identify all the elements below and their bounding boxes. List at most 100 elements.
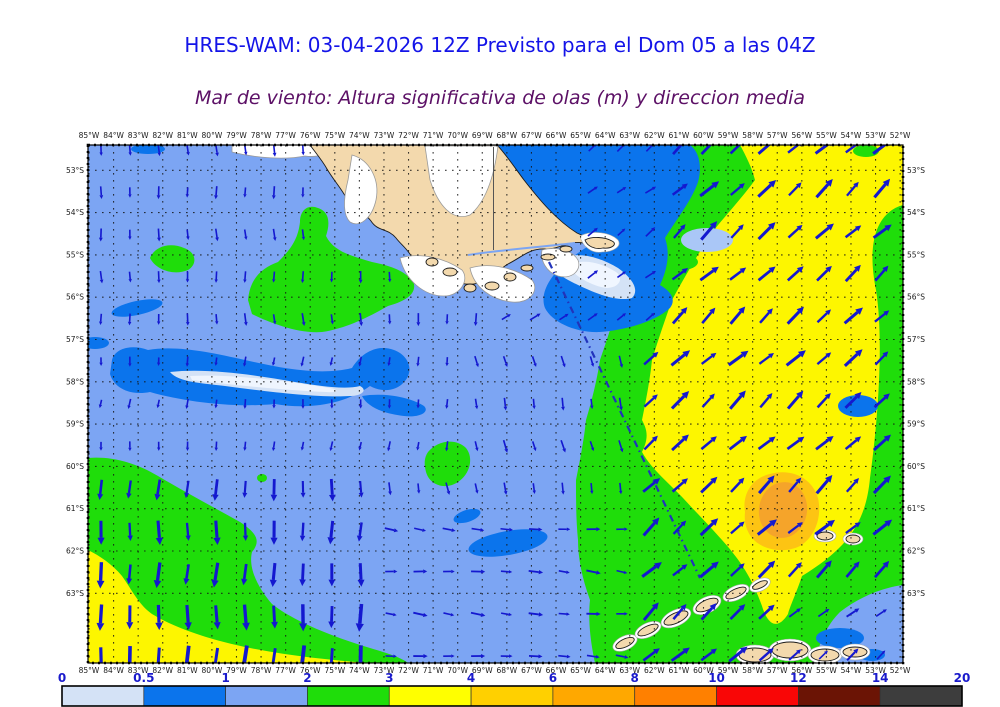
wave-arrow-head: [475, 363, 479, 368]
wave-arrow-head: [243, 405, 247, 409]
wave-arrow-head: [156, 404, 160, 409]
wave-arrow-head: [128, 447, 132, 452]
colorbar-tick-label: 12: [790, 671, 807, 685]
wave-arrow-head: [155, 622, 163, 631]
wave-arrow-shaft: [500, 570, 509, 573]
wave-arrow-head: [561, 406, 565, 411]
wave-arrow-head: [480, 528, 485, 532]
wave-arrow-shaft: [759, 311, 771, 324]
blue-blob: [453, 508, 481, 524]
colorbar-segment: [552, 685, 636, 707]
wave-arrow-shaft: [501, 315, 509, 321]
wave-arrow-shaft: [671, 481, 685, 493]
lon-label-bottom: 75°W: [324, 666, 345, 675]
colorbar-tick-label: 2: [303, 671, 311, 685]
wave-arrow-shaft: [388, 357, 391, 363]
wave-arrow-shaft: [758, 650, 771, 662]
wave-arrow-shaft: [445, 482, 450, 492]
lon-label-bottom: 56°W: [791, 666, 812, 675]
wave-arrow-head: [738, 604, 746, 611]
wave-arrow-shaft: [758, 355, 771, 365]
wave-arrow-head: [590, 447, 595, 452]
wave-arrow-shaft: [156, 604, 161, 623]
wave-arrow-shaft: [786, 269, 800, 282]
lon-label-bottom: 52°W: [890, 666, 911, 675]
lat-label-right: 57°S: [907, 335, 925, 344]
wave-arrow-head: [564, 313, 569, 318]
wave-arrow-head: [681, 267, 689, 274]
estados-lee-core: [568, 261, 621, 288]
lon-label-top: 78°W: [251, 131, 272, 140]
colorbar-tick-label: 14: [872, 671, 889, 685]
wave-arrow-shaft: [757, 145, 771, 155]
wave-arrow-head: [767, 604, 775, 612]
wave-arrow-shaft: [474, 441, 478, 449]
wave-arrow-head: [329, 362, 333, 366]
wave-arrow-shaft: [700, 480, 714, 494]
wave-arrow-shaft: [616, 188, 624, 194]
blue-blob: [88, 337, 109, 349]
wave-arrow-shaft: [155, 562, 162, 581]
wave-arrow-head: [272, 237, 277, 241]
wave-arrow-shaft: [643, 438, 655, 451]
wave-arrow-head: [183, 578, 190, 585]
wave-arrow-shaft: [301, 563, 305, 580]
wave-arrow-head: [884, 519, 893, 527]
wave-arrow-head: [186, 236, 190, 240]
wave-arrow-shaft: [814, 226, 830, 240]
wave-arrow-shaft: [532, 483, 536, 491]
wave-arrow-head: [480, 569, 486, 574]
wave-arrow-head: [301, 321, 306, 327]
lon-label-bottom: 57°W: [767, 666, 788, 675]
wave-arrow-shaft: [845, 524, 858, 535]
wave-arrow-shaft: [185, 604, 190, 623]
wave-arrow-shaft: [529, 314, 538, 321]
colorbar-tick-label: 3: [385, 671, 393, 685]
lat-lon-grid: [88, 145, 903, 663]
wave-arrow-shaft: [645, 145, 653, 152]
wave-arrow-head: [509, 654, 513, 658]
wave-arrow-head: [299, 579, 306, 587]
wave-arrow-head: [711, 561, 719, 569]
wave-arrow-head: [423, 569, 428, 574]
wave-arrow-head: [826, 435, 834, 443]
wave-arrow-head: [154, 493, 161, 501]
wave-arrow-shaft: [787, 565, 799, 578]
wave-arrow-head: [185, 535, 191, 541]
wave-arrow-head: [653, 562, 662, 570]
wave-arrow-shaft: [532, 398, 535, 406]
wave-arrow-shaft: [874, 354, 886, 366]
lon-label-bottom: 78°W: [251, 666, 272, 675]
wave-arrow-head: [593, 227, 598, 232]
lat-label-right: 56°S: [907, 293, 925, 302]
wave-arrow-shaft: [272, 357, 276, 363]
wave-arrow-shaft: [561, 397, 564, 407]
wave-arrow-shaft: [701, 396, 713, 408]
colorbar-tick-label: 10: [708, 671, 725, 685]
wave-arrow-head: [445, 405, 449, 409]
wave-arrow-head: [393, 654, 397, 658]
route-track-line: [548, 261, 701, 579]
wave-arrow-head: [128, 236, 132, 240]
wave-arrow-head: [619, 406, 623, 411]
wave-arrow-head: [883, 393, 890, 400]
wave-arrow-head: [651, 435, 658, 442]
wave-arrow-head: [98, 404, 103, 409]
wave-arrow-shaft: [244, 271, 247, 280]
wave-arrow-head: [883, 475, 891, 484]
wave-arrow-head: [451, 654, 455, 658]
wave-arrow-shaft: [558, 612, 567, 615]
wave-arrow-head: [884, 224, 892, 232]
lon-label-top: 71°W: [423, 131, 444, 140]
wave-arrow-head: [215, 237, 219, 242]
wave-arrow-shaft: [615, 654, 625, 658]
wave-arrow-shaft: [617, 230, 624, 237]
wave-arrow-head: [825, 265, 832, 273]
wave-arrow-shaft: [359, 480, 363, 493]
lon-label-bottom: 55°W: [816, 666, 837, 675]
wave-arrow-head: [213, 537, 221, 546]
wave-arrow-head: [186, 151, 190, 156]
wave-arrow-shaft: [127, 564, 132, 579]
wave-arrow-head: [854, 608, 860, 613]
lon-label-top: 60°W: [693, 131, 714, 140]
